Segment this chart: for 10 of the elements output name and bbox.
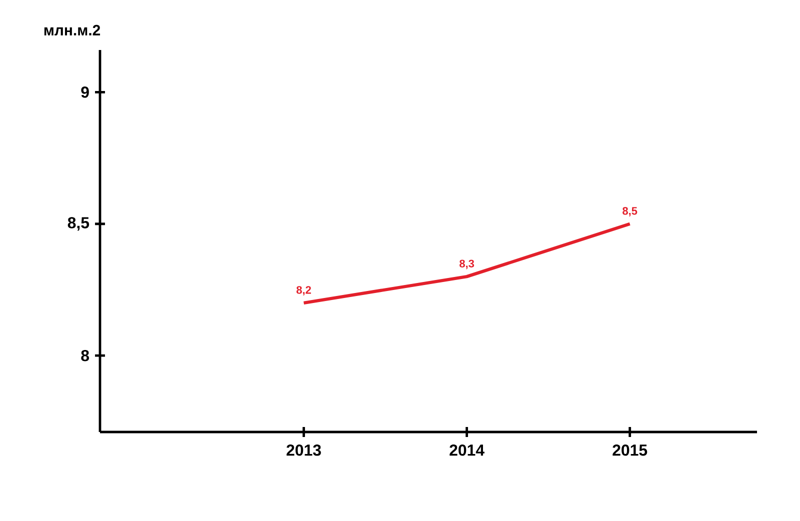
x-tick-label: 2015 [612,444,648,456]
x-tick-label: 2014 [450,444,484,456]
y-tick-label: 8,5 [68,217,90,231]
data-label: 8,5 [622,207,638,216]
x-tick-label: 2013 [286,444,321,456]
data-label: 8,3 [460,260,474,270]
y-tick-label: 8 [81,350,90,362]
data-label: 8,2 [296,286,311,296]
y-axis-title: млн.м.2 [44,24,100,36]
y-tick-label: 9 [81,86,89,98]
